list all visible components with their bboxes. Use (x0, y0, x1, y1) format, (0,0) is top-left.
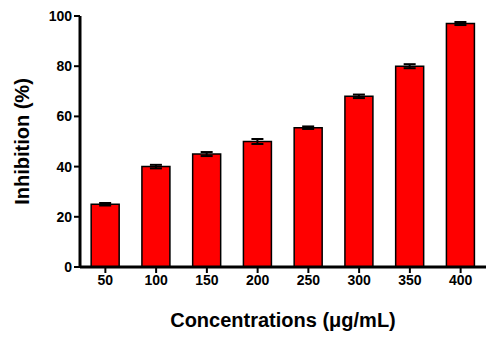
svg-text:80: 80 (56, 58, 72, 74)
svg-text:250: 250 (297, 272, 321, 288)
svg-text:150: 150 (195, 272, 219, 288)
svg-text:350: 350 (398, 272, 422, 288)
svg-text:50: 50 (98, 272, 114, 288)
svg-text:60: 60 (56, 108, 72, 124)
svg-text:300: 300 (347, 272, 371, 288)
svg-text:Concentrations (μg/mL): Concentrations (μg/mL) (170, 309, 396, 331)
svg-text:100: 100 (144, 272, 168, 288)
svg-text:20: 20 (56, 209, 72, 225)
svg-text:400: 400 (449, 272, 473, 288)
svg-text:Inhibition (%): Inhibition (%) (11, 78, 33, 205)
svg-text:40: 40 (56, 159, 72, 175)
svg-text:200: 200 (246, 272, 270, 288)
svg-text:0: 0 (64, 259, 72, 275)
svg-text:100: 100 (49, 8, 73, 24)
